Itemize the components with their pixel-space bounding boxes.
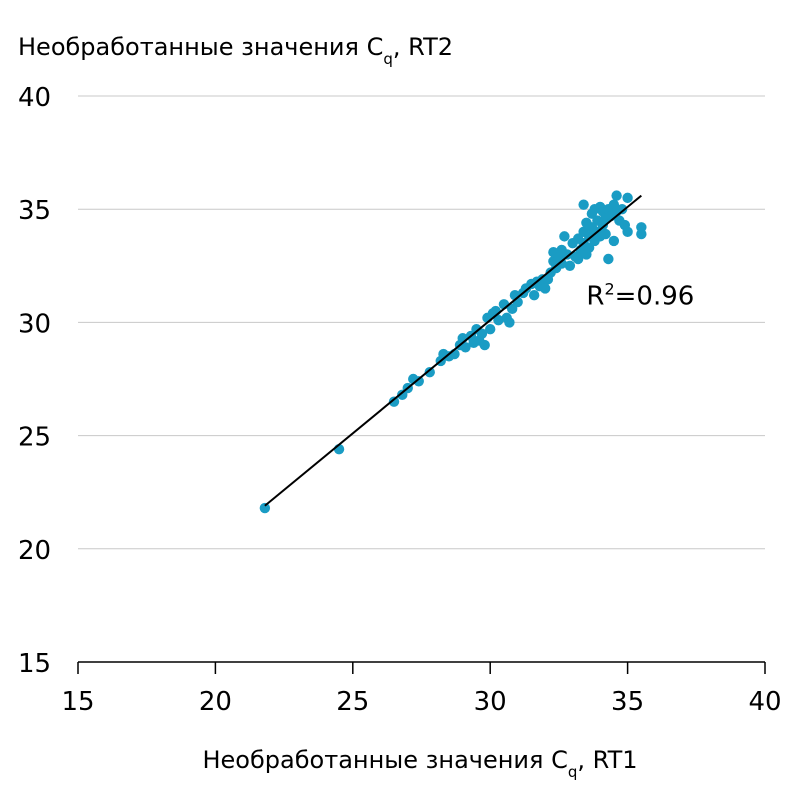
y-tick-label-35: 35 bbox=[18, 196, 51, 226]
data-point-0-39 bbox=[539, 283, 551, 294]
data-point-0-73 bbox=[600, 228, 611, 240]
y-tick-label-15: 15 bbox=[18, 649, 51, 679]
data-point-0-0 bbox=[259, 502, 271, 514]
x-tick-labels: 15 20 25 30 35 40 bbox=[61, 662, 782, 717]
data-point-0-19 bbox=[476, 328, 488, 339]
y-axis-title: Необработанные значения Cq, RT2 bbox=[18, 33, 453, 68]
data-point-0-35 bbox=[528, 290, 540, 301]
data-point-0-88 bbox=[578, 199, 589, 210]
data-point-0-47 bbox=[556, 258, 567, 269]
x-tick-label-30: 30 bbox=[474, 687, 507, 717]
data-point-0-85 bbox=[622, 192, 633, 204]
x-tick-label-20: 20 bbox=[199, 687, 232, 717]
r-squared-annotation: R2=0.96 bbox=[586, 279, 694, 311]
data-point-0-20 bbox=[479, 339, 490, 351]
data-point-0-25 bbox=[493, 314, 504, 326]
x-tick-label-25: 25 bbox=[336, 687, 369, 717]
y-tick-labels: 15 20 25 30 35 40 bbox=[18, 83, 51, 679]
data-point-0-28 bbox=[504, 317, 515, 328]
data-point-0-80 bbox=[611, 190, 622, 201]
data-point-0-2 bbox=[388, 396, 400, 407]
data-point-0-22 bbox=[485, 323, 496, 335]
data-point-0-7 bbox=[424, 367, 435, 378]
data-point-0-82 bbox=[616, 204, 628, 215]
data-point-0-14 bbox=[460, 342, 471, 353]
y-tick-label-20: 20 bbox=[18, 536, 51, 566]
x-axis-title: Необработанные значения Cq, RT1 bbox=[202, 746, 637, 781]
gridlines bbox=[78, 95, 765, 550]
data-point-0-54 bbox=[572, 253, 584, 265]
data-point-0-49 bbox=[561, 249, 573, 260]
y-tick-label-30: 30 bbox=[18, 309, 51, 339]
x-tick-label-35: 35 bbox=[611, 687, 644, 717]
y-tick-label-25: 25 bbox=[18, 423, 51, 453]
x-tick-label-40: 40 bbox=[748, 687, 781, 717]
data-point-0-48 bbox=[559, 231, 570, 242]
data-point-0-78 bbox=[608, 235, 620, 247]
data-point-0-84 bbox=[622, 226, 633, 238]
data-point-0-6 bbox=[413, 376, 424, 387]
y-tick-label-40: 40 bbox=[18, 83, 51, 113]
x-tick-label-15: 15 bbox=[61, 687, 94, 717]
data-point-0-75 bbox=[603, 253, 614, 265]
data-point-0-50 bbox=[564, 260, 576, 271]
trendline bbox=[264, 194, 642, 507]
data-point-0-87 bbox=[636, 228, 647, 240]
